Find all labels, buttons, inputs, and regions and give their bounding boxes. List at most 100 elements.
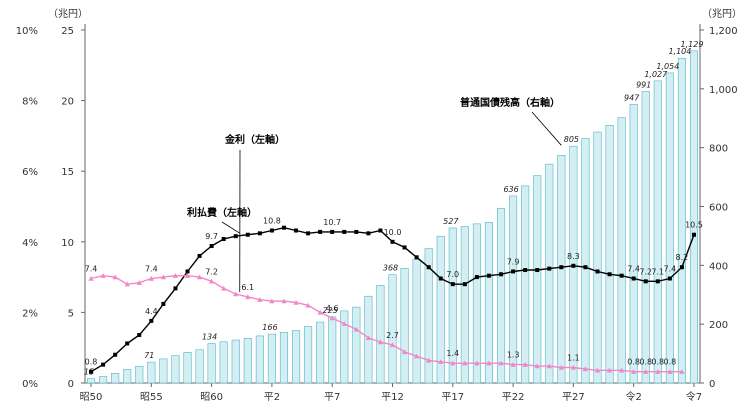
debt-bar [617,117,626,384]
interest-rate-label: 7.4 [145,265,158,274]
interest-rate-point [293,299,299,305]
interest-rate-point [160,274,166,280]
interest-rate-point [498,360,504,366]
interest-payment-label: 7.9 [507,257,520,266]
interest-payment-label: 7.4 [663,265,676,274]
debt-bar [448,227,457,384]
interest-rate-label: 6.1 [241,283,254,292]
interest-rate-point [100,273,106,278]
interest-rate-point [667,369,673,374]
debt-balance-annotation: 普通国債残高（右軸） [460,96,560,109]
interest-rate-point [486,360,492,366]
interest-rate-point [582,366,589,372]
debt-bar [665,72,674,384]
interest-rate-label: 1.1 [567,353,580,362]
x-tick-label: 平7 [324,392,340,403]
debt-bar [207,343,216,384]
interest-payment-label: 7.4 [627,265,640,274]
right-tick-label: 1,200 [709,26,738,37]
interest-payment-point [390,239,395,244]
interest-payment-point [125,341,130,346]
debt-bar-label: 1,129 [681,40,704,49]
interest-rate-label: 0.8 [651,358,664,367]
interest-rate-point [353,326,359,332]
interest-payment-point [667,276,672,281]
x-tick-label: 平12 [381,392,404,403]
debt-bar [328,316,337,384]
interest-rate-point [184,273,191,278]
debt-bar [641,91,650,384]
x-tick-label: 昭55 [140,391,163,403]
interest-rate-point [570,364,576,370]
interest-rate-label: 2.7 [386,331,399,340]
interest-payment-point [137,332,142,337]
right-tick-label: 200 [709,320,728,331]
x-tick-label: 平2 [264,392,280,403]
debt-bar [496,207,506,384]
interest-payment-label: 0.8 [85,358,98,367]
interest-payment-point [438,276,443,281]
interest-payment-point [149,318,154,323]
x-tick-label: 令7 [686,390,702,403]
x-tick-label: 平27 [562,392,585,403]
left-value-tick-label: 0 [68,379,74,390]
left-value-tick-label: 10 [61,238,74,249]
right-axis-unit: （兆円） [702,8,742,20]
interest-rate-point [522,362,528,367]
debt-bar [267,333,276,384]
interest-payment-point [559,265,564,270]
debt-bar [509,195,518,384]
interest-rate-point [365,335,371,341]
interest-rate-point [136,280,142,285]
interest-rate-annotation: 金利（左軸） [224,133,285,146]
interest-payment-point [330,229,335,234]
interest-payment-point [161,301,166,306]
interest-payment-point [306,231,311,236]
debt-bar [147,361,156,384]
interest-rate-point [474,360,480,366]
debt-bar [183,352,192,384]
interest-payment-point [511,269,516,274]
debt-bar [581,138,590,384]
x-tick-label: 平22 [502,392,525,403]
debt-bar-label: 1,104 [668,47,691,56]
interest-rate-label: 1.4 [446,349,459,358]
interest-rate-label: 1.3 [507,351,520,360]
interest-payment-point [281,225,286,230]
interest-payment-point [450,282,455,287]
interest-payment-point [378,228,383,233]
interest-payment-label: 8.3 [567,252,580,261]
interest-payment-label: 10.5 [685,221,703,230]
interest-payment-label: 7.1 [651,267,664,276]
left-pct-tick-label: 0% [22,379,38,390]
right-tick-label: 1,000 [709,85,738,96]
left-pct-tick-label: 10% [16,26,38,37]
interest-payment-point [547,266,552,271]
interest-rate-point [233,291,239,297]
debt-bar-label: 166 [262,323,277,332]
debt-bar [533,175,542,384]
interest-rate-point [606,367,613,373]
left-value-tick-label: 5 [68,308,74,319]
debt-bar [412,258,421,384]
interest-rate-point [558,364,564,370]
debt-bar [484,222,494,384]
x-tick-label: 平17 [441,392,464,403]
left-pct-tick-label: 8% [22,97,38,108]
interest-payment-point [595,269,600,274]
right-tick-label: 600 [709,203,728,214]
left-pct-tick-label: 2% [22,308,38,319]
interest-payment-label: 9.7 [205,232,218,241]
interest-payment-label: 7.0 [446,270,459,279]
debt-bar [99,376,108,384]
debt-bar [629,104,638,384]
left-axis-unit: （兆円） [48,8,88,20]
interest-payment-point [197,253,202,258]
debt-bar [653,80,662,384]
interest-payment-point [318,229,323,234]
debt-bar [231,339,240,384]
interest-rate-point [196,274,203,280]
interest-rate-point [450,360,456,366]
